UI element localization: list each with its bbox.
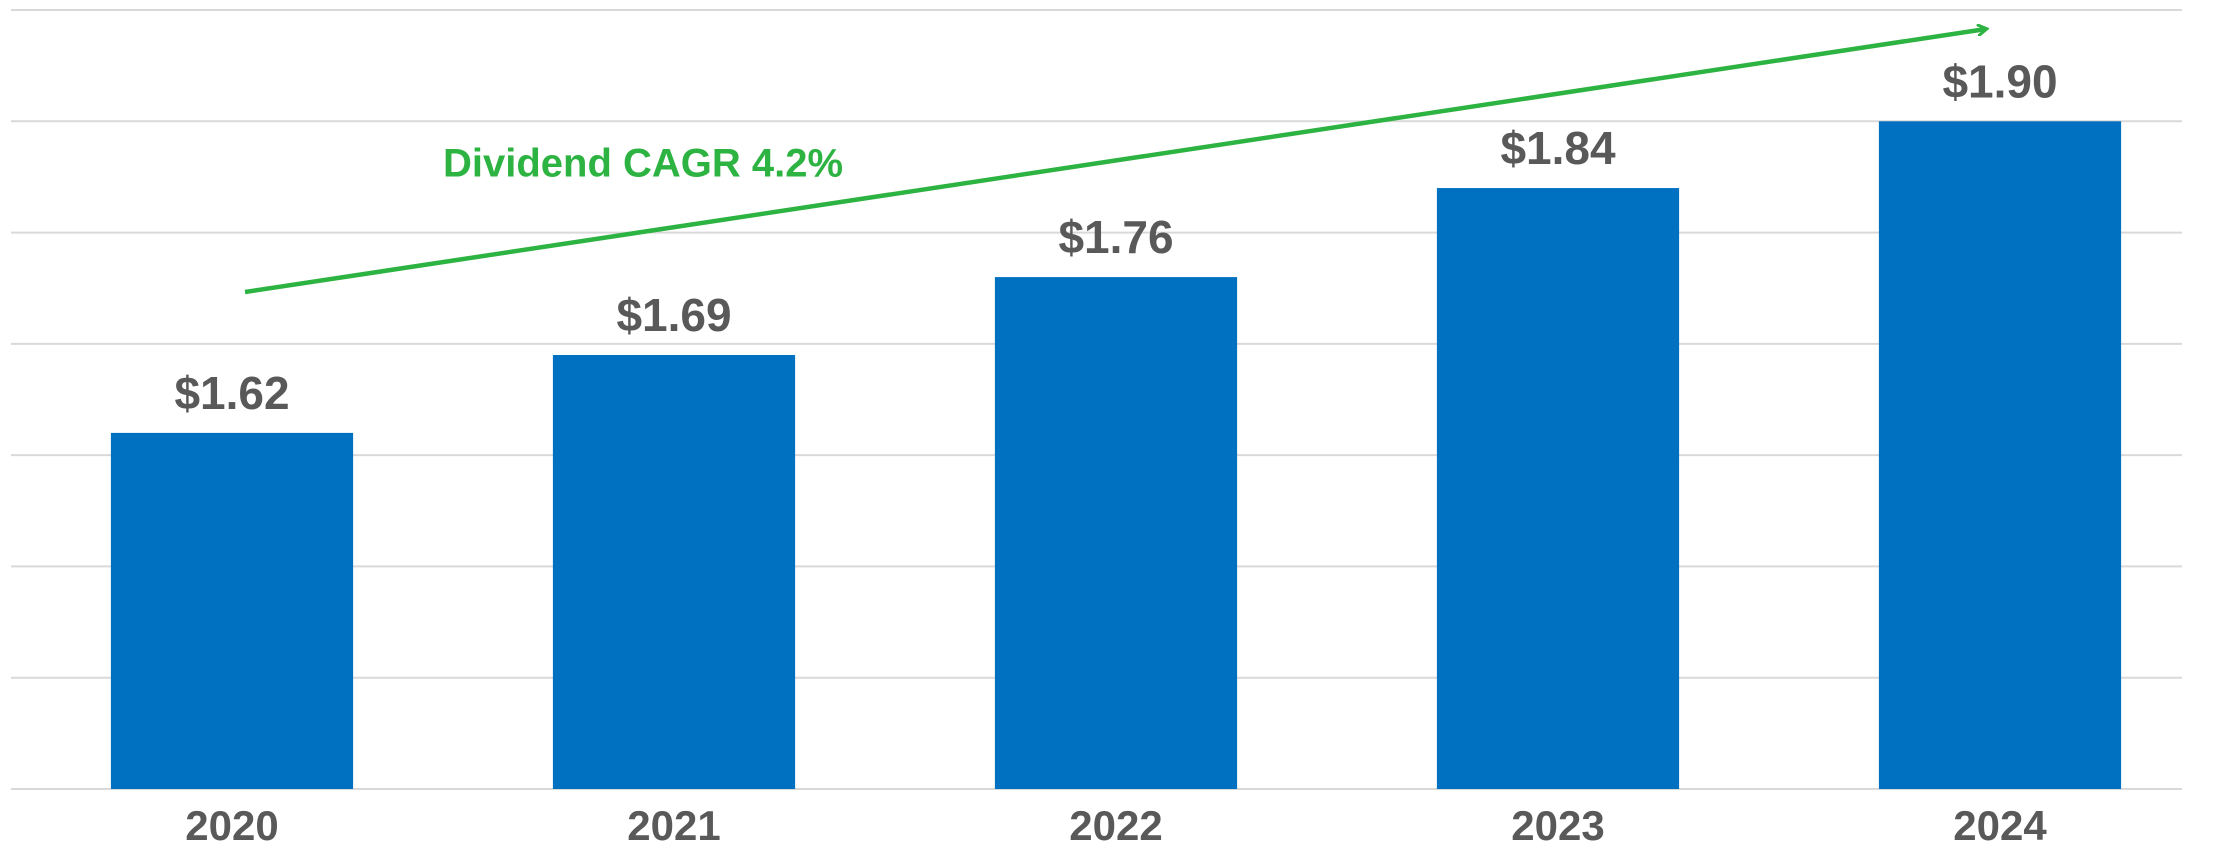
- value-label: $1.69: [616, 289, 731, 341]
- value-label: $1.90: [1942, 55, 2057, 107]
- x-tick-label: 2022: [1069, 802, 1162, 849]
- bar: [552, 354, 796, 789]
- bar: [994, 277, 1238, 789]
- value-label: $1.62: [174, 367, 289, 419]
- annotation: Dividend CAGR 4.2%: [443, 142, 843, 186]
- bar: [110, 432, 354, 789]
- bar: [1436, 188, 1680, 790]
- x-tick-label: 2023: [1511, 802, 1604, 849]
- bars: [110, 121, 2122, 790]
- cagr-arrow: [244, 29, 1986, 295]
- bar: [1878, 121, 2122, 790]
- x-tick-label: 2024: [1953, 802, 2047, 849]
- x-tick-label: 2021: [627, 802, 720, 849]
- value-label: $1.84: [1500, 122, 1616, 174]
- x-tick-label: 2020: [185, 802, 278, 849]
- value-label: $1.76: [1058, 211, 1173, 263]
